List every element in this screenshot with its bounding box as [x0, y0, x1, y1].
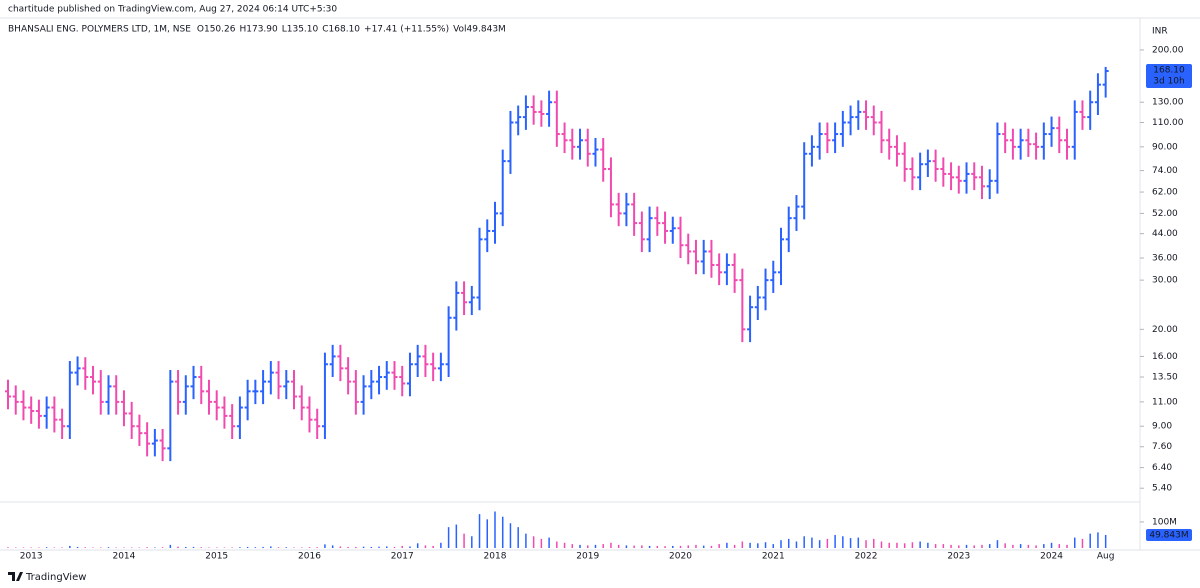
- y-tick-label: 36.00: [1152, 254, 1178, 264]
- x-tick-label: 2013: [20, 552, 43, 562]
- published-note: chartitude published on TradingView.com,…: [8, 5, 337, 15]
- x-tick-label: 2021: [762, 552, 785, 562]
- y-tick-label: 5.40: [1152, 484, 1172, 494]
- x-tick-label: 2022: [855, 552, 878, 562]
- y-tick-label: 11.00: [1152, 397, 1178, 407]
- y-tick-label: 90.00: [1152, 142, 1178, 152]
- x-tick-label: Aug: [1097, 552, 1115, 562]
- countdown: 3d 10h: [1153, 77, 1184, 87]
- volume-tag: [1146, 529, 1192, 542]
- y-tick-label: 16.00: [1152, 352, 1178, 362]
- header-value: H173.90: [239, 25, 278, 35]
- y-tick-label: 200.00: [1152, 45, 1184, 55]
- price-tag: [1146, 64, 1192, 89]
- x-tick-label: 2016: [298, 552, 321, 562]
- header-value: Vol49.843M: [453, 25, 506, 35]
- header-value: L135.10: [282, 25, 319, 35]
- y-tick-label: 44.00: [1152, 229, 1178, 239]
- header-value: +17.41 (+11.55%): [364, 25, 449, 35]
- volume-tag-label: 49.843M: [1149, 531, 1188, 541]
- header-value: O150.26: [197, 25, 236, 35]
- x-tick-label: 2017: [391, 552, 414, 562]
- currency: INR: [1152, 27, 1168, 37]
- x-tick-label: 2020: [669, 552, 692, 562]
- y-tick-label: 30.00: [1152, 276, 1178, 286]
- y-tick-label: 7.60: [1152, 442, 1172, 452]
- chart-title: BHANSALI ENG. POLYMERS LTD, 1M, NSE: [8, 25, 191, 35]
- x-tick-label: 2015: [205, 552, 228, 562]
- y-tick-label: 9.00: [1152, 422, 1172, 432]
- price-tag-label: 168.10: [1153, 66, 1185, 76]
- x-tick-label: 2023: [947, 552, 970, 562]
- y-tick-label: 130.00: [1152, 98, 1184, 108]
- y-tick-label: 13.50: [1152, 373, 1178, 383]
- y-tick-label: 6.40: [1152, 463, 1172, 473]
- y-tick-label: 62.00: [1152, 188, 1178, 198]
- brand: TradingView: [25, 572, 86, 583]
- y-tick-label: 74.00: [1152, 166, 1178, 176]
- volume-tick-label: 100M: [1152, 517, 1177, 527]
- y-tick-label: 20.00: [1152, 325, 1178, 335]
- header-value: C168.10: [322, 25, 360, 35]
- y-tick-label: 110.00: [1152, 118, 1184, 128]
- x-tick-label: 2018: [484, 552, 507, 562]
- x-tick-label: 2019: [576, 552, 599, 562]
- x-tick-label: 2024: [1040, 552, 1063, 562]
- y-tick-label: 52.00: [1152, 209, 1178, 219]
- brand-logo: [8, 572, 23, 581]
- x-tick-label: 2014: [112, 552, 135, 562]
